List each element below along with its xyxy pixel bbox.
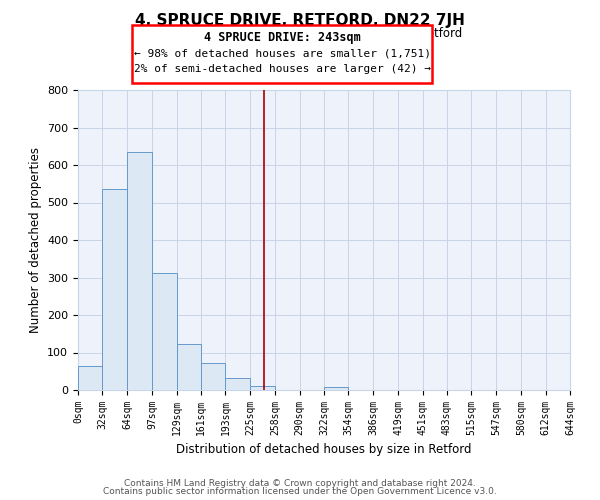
Text: 4 SPRUCE DRIVE: 243sqm: 4 SPRUCE DRIVE: 243sqm: [203, 32, 361, 44]
Text: Contains public sector information licensed under the Open Government Licence v3: Contains public sector information licen…: [103, 487, 497, 496]
X-axis label: Distribution of detached houses by size in Retford: Distribution of detached houses by size …: [176, 444, 472, 456]
Bar: [324, 387, 349, 390]
Y-axis label: Number of detached properties: Number of detached properties: [29, 147, 41, 333]
Bar: [78, 366, 103, 390]
Bar: [250, 386, 275, 390]
Bar: [176, 344, 201, 390]
Text: 2% of semi-detached houses are larger (42) →: 2% of semi-detached houses are larger (4…: [133, 64, 431, 74]
Text: ← 98% of detached houses are smaller (1,751): ← 98% of detached houses are smaller (1,…: [133, 48, 431, 58]
Bar: [103, 190, 127, 390]
Text: Size of property relative to detached houses in Retford: Size of property relative to detached ho…: [138, 28, 462, 40]
Bar: [201, 362, 226, 390]
Text: Contains HM Land Registry data © Crown copyright and database right 2024.: Contains HM Land Registry data © Crown c…: [124, 478, 476, 488]
Bar: [226, 378, 250, 390]
Text: 4, SPRUCE DRIVE, RETFORD, DN22 7JH: 4, SPRUCE DRIVE, RETFORD, DN22 7JH: [135, 12, 465, 28]
Bar: [127, 152, 152, 390]
Bar: [152, 272, 176, 390]
